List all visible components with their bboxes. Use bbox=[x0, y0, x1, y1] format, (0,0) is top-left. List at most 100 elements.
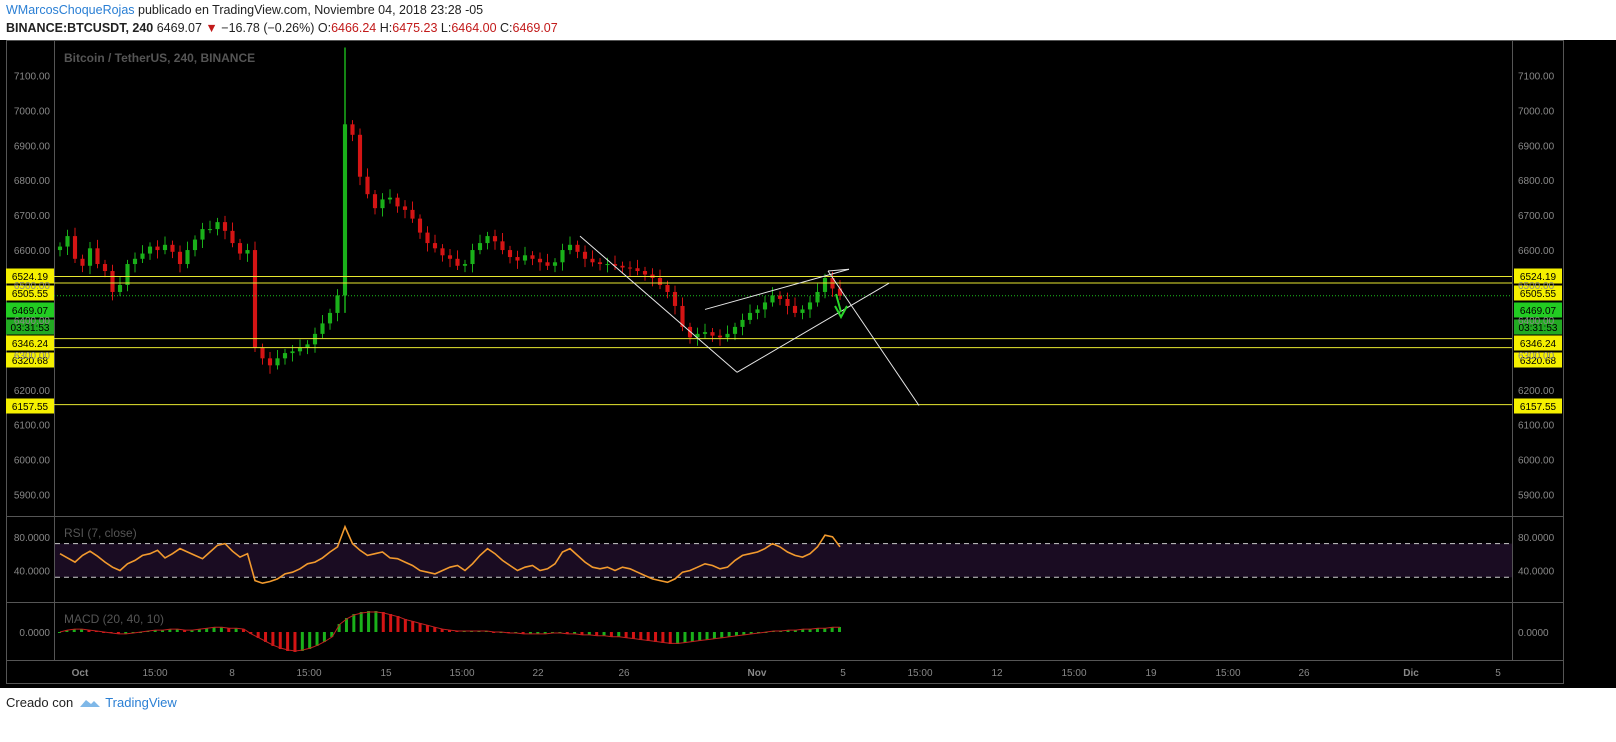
macd-histogram-bar bbox=[536, 632, 540, 634]
time-tick-label: 26 bbox=[1298, 668, 1310, 679]
price-label-text: 6157.55 bbox=[12, 402, 49, 413]
candle-body bbox=[455, 258, 460, 266]
candle-body bbox=[297, 347, 303, 352]
time-tick-label: 15:00 bbox=[142, 668, 167, 679]
tradingview-link[interactable]: TradingView bbox=[79, 695, 177, 710]
price-label-text: 6346.24 bbox=[12, 339, 49, 350]
macd-histogram-bar bbox=[433, 627, 437, 632]
macd-histogram-bar bbox=[124, 632, 128, 634]
macd-histogram-bar bbox=[823, 628, 827, 632]
candle-body bbox=[192, 239, 198, 251]
price-label-box bbox=[6, 319, 54, 335]
price-tick-label-right: 6000.00 bbox=[1518, 456, 1555, 467]
price-label-box bbox=[6, 352, 54, 368]
candle-body bbox=[290, 351, 295, 354]
price-tick-label-left: 6900.00 bbox=[14, 141, 51, 152]
price-label-box bbox=[1514, 302, 1562, 318]
time-tick-label: 12 bbox=[991, 668, 1003, 679]
price-label-text: 6524.19 bbox=[12, 272, 49, 283]
macd-histogram-bar bbox=[87, 630, 91, 632]
candle-body bbox=[237, 243, 243, 254]
candle-body bbox=[792, 305, 798, 313]
rsi-tick-label-left: 80.0000 bbox=[14, 533, 51, 544]
high-label: H: bbox=[379, 21, 393, 35]
candle-body bbox=[222, 222, 228, 231]
candle-body bbox=[680, 305, 685, 327]
created-label: Creado con bbox=[6, 695, 74, 710]
candle-body bbox=[147, 246, 153, 254]
macd-histogram-bar bbox=[396, 616, 400, 632]
price-label-text: 6346.24 bbox=[1520, 339, 1557, 350]
price-tick-label-right: 5900.00 bbox=[1518, 491, 1555, 502]
macd-histogram-bar bbox=[65, 630, 69, 632]
macd-histogram-bar bbox=[720, 632, 724, 638]
price-tick-label-right: 7100.00 bbox=[1518, 71, 1555, 82]
macd-histogram-bar bbox=[102, 632, 106, 633]
trend-line bbox=[579, 235, 738, 373]
candle-body bbox=[582, 251, 588, 259]
price-tick-label-left: 6800.00 bbox=[14, 176, 51, 187]
rsi-line bbox=[59, 524, 841, 585]
candle-body bbox=[815, 291, 820, 303]
time-tick-label: 15:00 bbox=[1215, 668, 1240, 679]
candle-body bbox=[552, 262, 558, 266]
down-arrow-icon bbox=[834, 293, 848, 320]
price-tick-label-right: 6600.00 bbox=[1518, 246, 1555, 257]
macd-histogram-bar bbox=[293, 632, 297, 652]
macd-histogram-bar bbox=[161, 630, 165, 632]
macd-histogram-bar bbox=[683, 632, 687, 643]
macd-histogram-bar bbox=[727, 632, 731, 637]
rsi-title: RSI (7, close) bbox=[64, 526, 137, 540]
macd-histogram-bar bbox=[264, 632, 268, 642]
candle-body bbox=[87, 248, 93, 266]
price-label-box bbox=[6, 285, 54, 301]
candle-body bbox=[200, 229, 205, 240]
low-value: 6464.00 bbox=[451, 21, 497, 35]
macd-histogram-bar bbox=[256, 632, 260, 638]
price-label-box bbox=[6, 268, 54, 284]
candle-body bbox=[365, 176, 370, 195]
price-chart[interactable]: 6524.19 6524.19 6505.55 6505.55 6469.07 6469.… bbox=[0, 40, 1616, 688]
candle-body bbox=[170, 244, 175, 252]
time-tick-label: 8 bbox=[229, 668, 235, 679]
candle-body bbox=[380, 199, 385, 209]
macd-histogram-bar bbox=[80, 629, 84, 632]
macd-signal-line bbox=[59, 611, 840, 652]
down-arrow-icon: ▼ bbox=[205, 21, 218, 35]
macd-histogram-bar bbox=[705, 632, 709, 640]
time-tick-label: Dic bbox=[1403, 668, 1419, 679]
candle-body bbox=[230, 230, 235, 244]
price-label-text: 6469.07 bbox=[12, 306, 49, 317]
candle-body bbox=[635, 268, 640, 272]
candle-body bbox=[327, 312, 333, 324]
price-tick-label-left: 5900.00 bbox=[14, 491, 51, 502]
price-change: −16.78 (−0.26%) bbox=[221, 21, 315, 35]
macd-histogram-bar bbox=[315, 632, 319, 646]
candle-body bbox=[80, 258, 85, 266]
candle-body bbox=[477, 243, 483, 251]
levels-layer: 6524.19 6524.19 6505.55 6505.55 6469.07 6469.… bbox=[6, 268, 1562, 414]
macd-histogram-bar bbox=[654, 632, 658, 642]
price-label-box bbox=[1514, 335, 1562, 351]
macd-histogram-bar bbox=[617, 632, 621, 637]
macd-histogram-bar bbox=[580, 632, 584, 635]
ohlc-bar: BINANCE:BTCUSDT, 240 6469.07 ▼ −16.78 (−… bbox=[6, 21, 558, 35]
macd-histogram-bar bbox=[528, 632, 532, 634]
price-tick-label-right: 6800.00 bbox=[1518, 176, 1555, 187]
candle-body bbox=[215, 222, 220, 230]
axes-layer: 7100.00 7100.00 7000.00 7000.00 6900.00 6900.… bbox=[14, 71, 1555, 679]
price-tick-label-right: 6300.00 bbox=[1518, 351, 1555, 362]
candle-body bbox=[777, 295, 783, 299]
candle-body bbox=[65, 236, 70, 247]
candle-body bbox=[770, 295, 775, 303]
candle-body bbox=[102, 264, 108, 272]
macd-histogram-bar bbox=[440, 629, 444, 632]
price-tick-label-left: 7100.00 bbox=[14, 71, 51, 82]
macd-histogram-bar bbox=[352, 614, 356, 632]
author-link[interactable]: WMarcosChoqueRojas bbox=[6, 3, 135, 17]
price-label-text: 6157.55 bbox=[1520, 402, 1557, 413]
macd-histogram-bar bbox=[190, 630, 194, 632]
time-tick-label: 26 bbox=[618, 668, 630, 679]
price-label-box bbox=[1514, 398, 1562, 414]
candle-body bbox=[320, 323, 325, 334]
